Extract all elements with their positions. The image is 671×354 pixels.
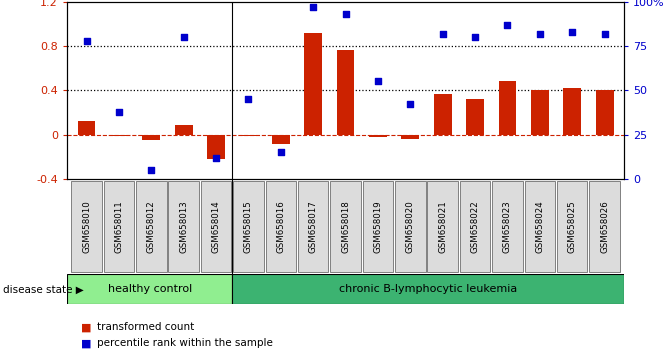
Bar [564,88,581,135]
Text: GSM658015: GSM658015 [244,200,253,253]
FancyBboxPatch shape [589,181,620,273]
Bar [174,125,193,135]
Bar [466,99,484,135]
Text: GSM658012: GSM658012 [147,200,156,253]
Text: GSM658017: GSM658017 [309,200,317,253]
Bar [433,93,452,135]
Point [113,109,124,114]
Bar [304,33,322,135]
Text: GSM658023: GSM658023 [503,200,512,253]
FancyBboxPatch shape [460,181,491,273]
FancyBboxPatch shape [232,274,624,304]
FancyBboxPatch shape [168,181,199,273]
Text: GSM658018: GSM658018 [341,200,350,253]
Text: percentile rank within the sample: percentile rank within the sample [97,338,273,348]
Bar [110,135,127,136]
FancyBboxPatch shape [363,181,393,273]
FancyBboxPatch shape [136,181,166,273]
Point [437,31,448,36]
Bar [596,90,613,135]
Text: GSM658025: GSM658025 [568,200,576,253]
Point [243,96,254,102]
FancyBboxPatch shape [234,181,264,273]
Text: GSM658013: GSM658013 [179,200,188,253]
Text: ■: ■ [81,322,91,332]
FancyBboxPatch shape [298,181,328,273]
FancyBboxPatch shape [557,181,587,273]
Text: chronic B-lymphocytic leukemia: chronic B-lymphocytic leukemia [339,284,517,295]
Point [405,102,416,107]
Text: disease state ▶: disease state ▶ [3,284,84,295]
Text: GSM658022: GSM658022 [470,200,480,253]
Point [470,34,480,40]
Bar [369,135,387,137]
Bar [240,135,258,136]
FancyBboxPatch shape [525,181,555,273]
Point [372,79,383,84]
Bar [401,135,419,139]
Bar [499,81,517,135]
FancyBboxPatch shape [71,181,102,273]
Point [178,34,189,40]
FancyBboxPatch shape [104,181,134,273]
FancyBboxPatch shape [427,181,458,273]
Bar [337,50,354,135]
Text: transformed count: transformed count [97,322,195,332]
Text: GSM658011: GSM658011 [115,200,123,253]
Bar [142,135,160,140]
Point [535,31,546,36]
Point [502,22,513,28]
Text: GSM658021: GSM658021 [438,200,447,253]
Bar [207,135,225,159]
Text: GSM658010: GSM658010 [82,200,91,253]
Text: GSM658024: GSM658024 [535,200,544,253]
Bar [531,90,549,135]
FancyBboxPatch shape [67,274,232,304]
Point [146,167,156,173]
FancyBboxPatch shape [266,181,296,273]
Text: GSM658019: GSM658019 [374,200,382,253]
Point [275,149,286,155]
Bar [272,135,290,144]
Text: ■: ■ [81,338,91,348]
Point [599,31,610,36]
Point [81,38,92,44]
FancyBboxPatch shape [201,181,231,273]
Bar [78,121,95,135]
Point [211,155,221,160]
FancyBboxPatch shape [493,181,523,273]
Point [340,11,351,17]
Text: GSM658016: GSM658016 [276,200,285,253]
Point [308,4,319,10]
FancyBboxPatch shape [330,181,361,273]
Text: GSM658026: GSM658026 [600,200,609,253]
Point [567,29,578,35]
FancyBboxPatch shape [395,181,425,273]
Text: GSM658014: GSM658014 [211,200,221,253]
Text: GSM658020: GSM658020 [406,200,415,253]
Text: healthy control: healthy control [107,284,192,295]
